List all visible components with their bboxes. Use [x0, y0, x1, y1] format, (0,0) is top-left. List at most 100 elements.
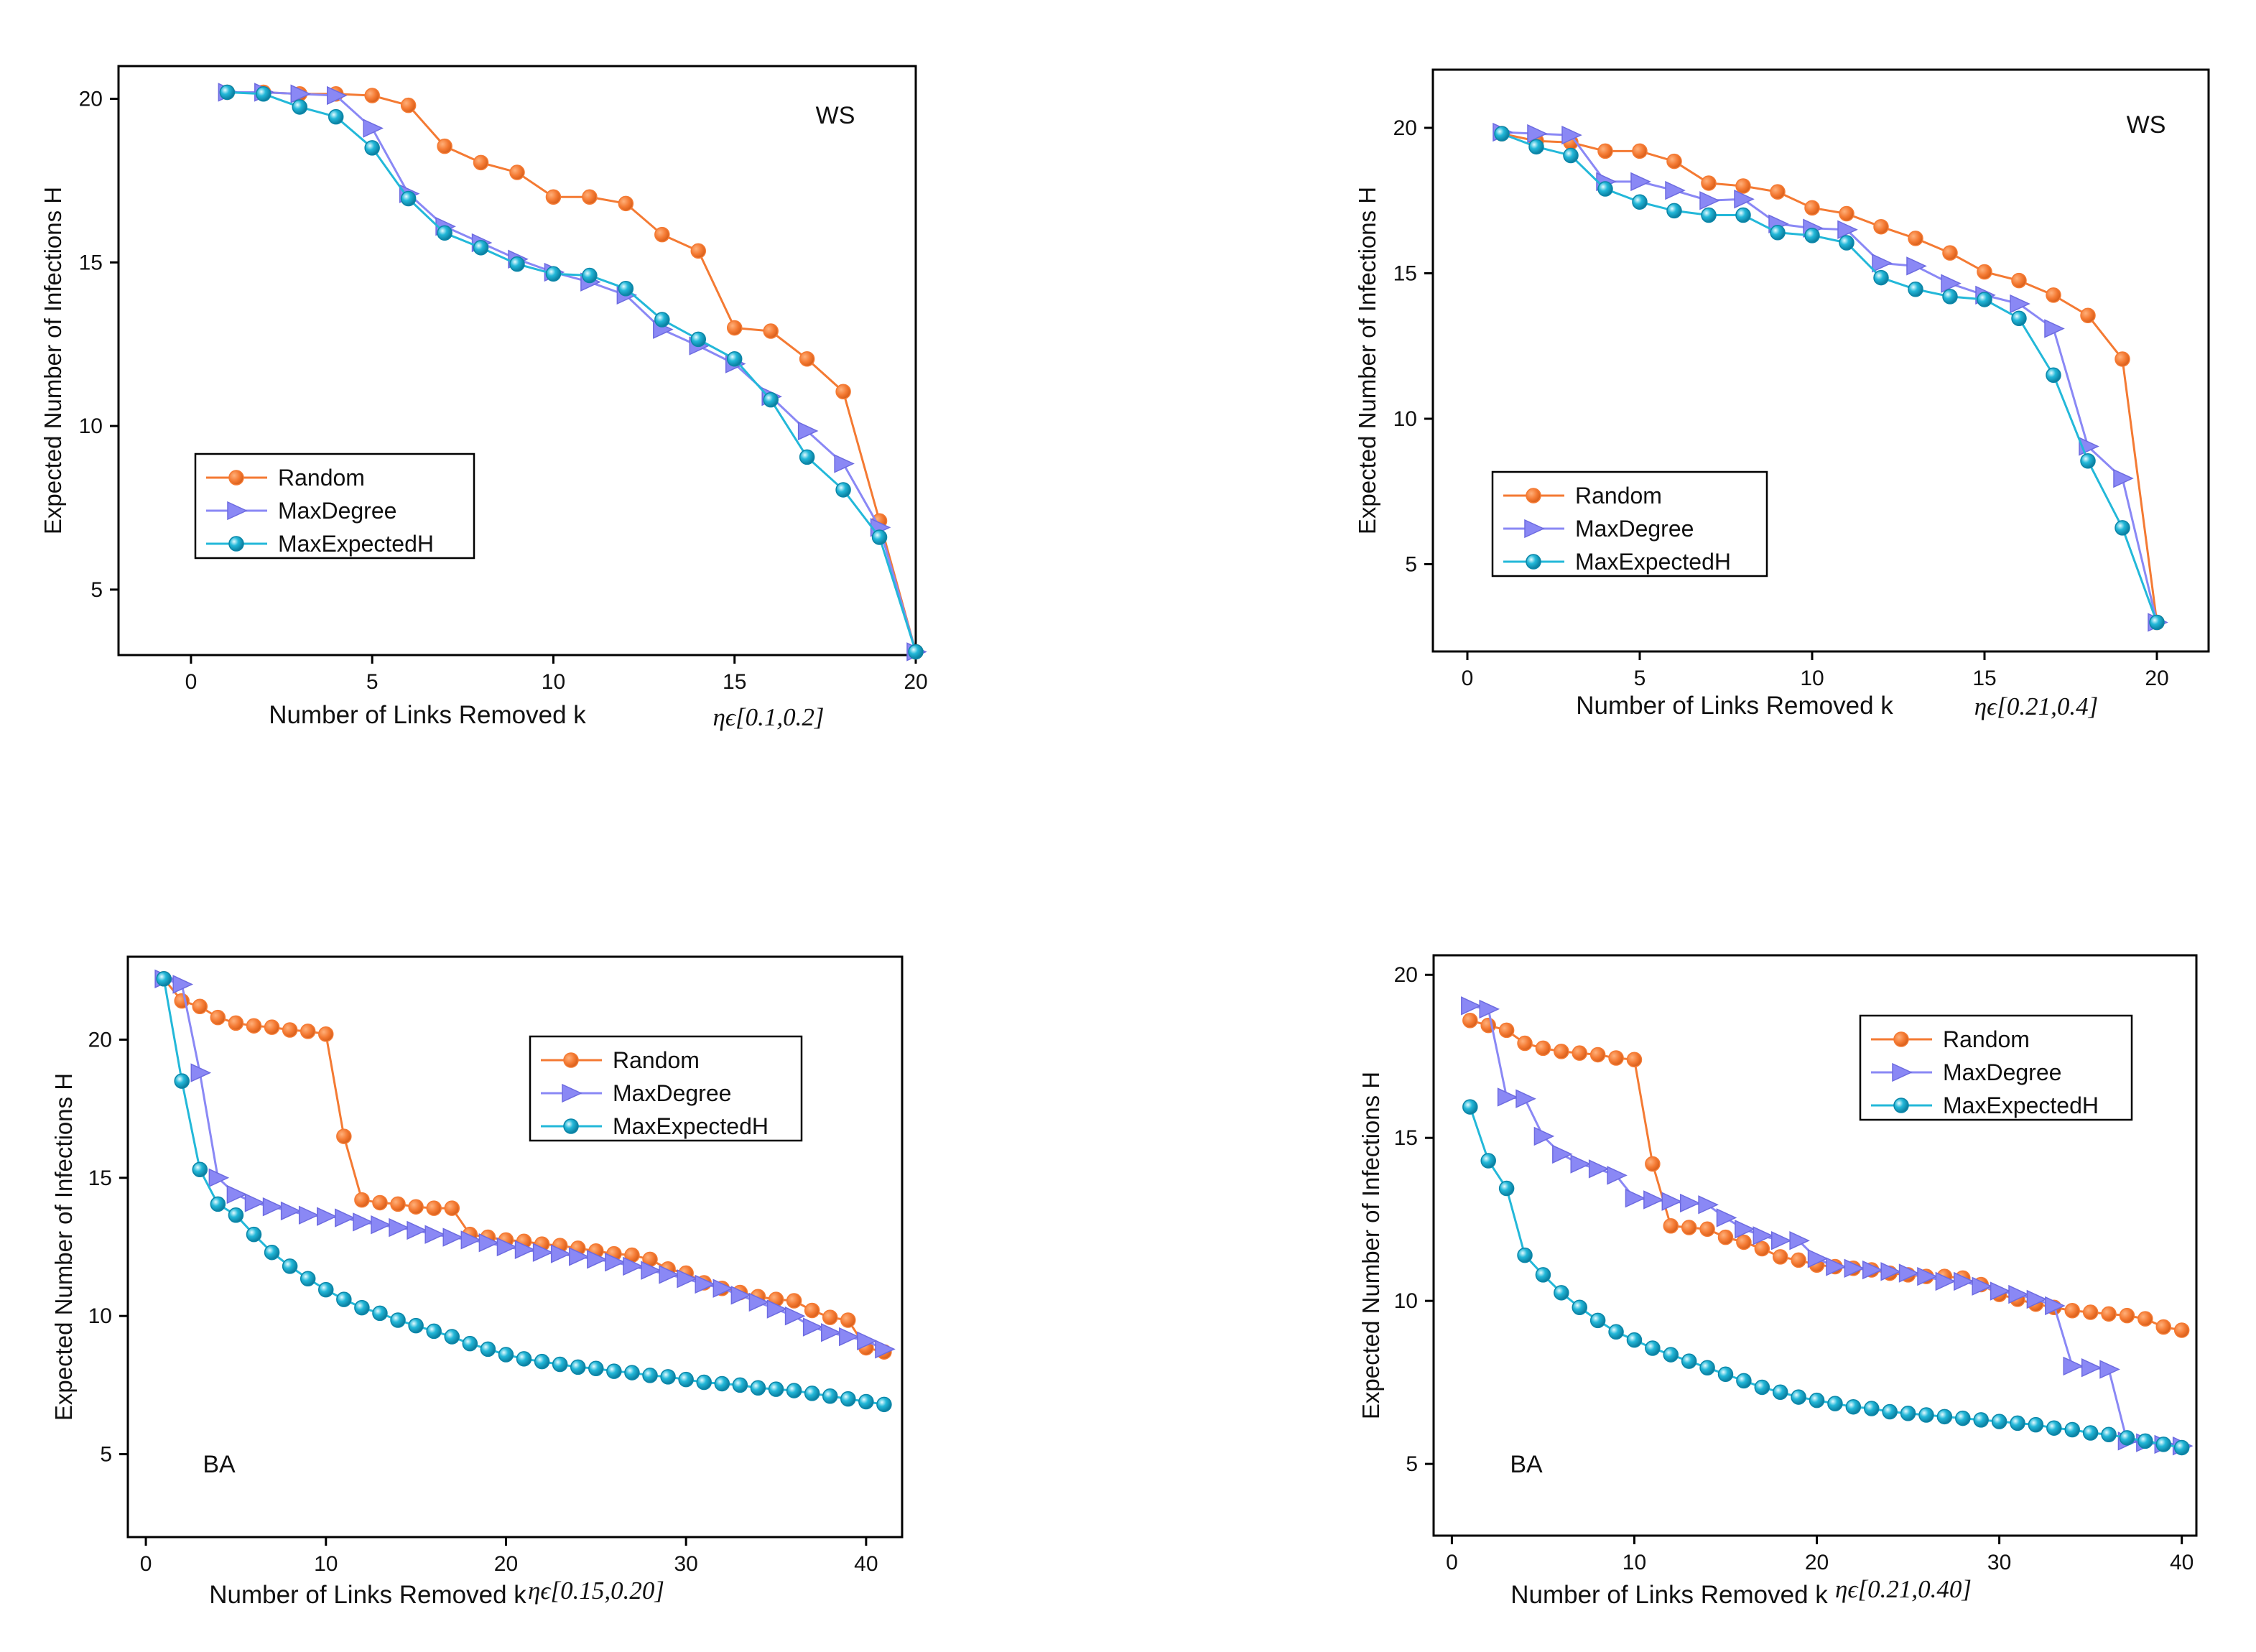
data-point	[732, 1377, 748, 1393]
data-point	[1643, 1190, 1664, 1210]
chart-panel-1: 0 5 10 15 20 5 10 15 20 Random MaxDegree MaxExpecte…	[40, 65, 928, 731]
data-point	[244, 1193, 266, 1212]
series-line	[227, 91, 917, 652]
y-tick-label: 20	[1394, 963, 1418, 987]
data-point	[1734, 190, 1755, 209]
data-point	[623, 1256, 644, 1276]
series-maxexpectedh	[219, 84, 924, 660]
series-maxdegree	[1461, 996, 2194, 1456]
data-point	[2045, 1296, 2066, 1316]
data-point	[210, 1196, 226, 1212]
data-point	[1977, 264, 1992, 280]
data-point	[605, 1252, 626, 1272]
data-point	[1918, 1407, 1934, 1423]
eta-range-note: ηϵ[0.21,0.40]	[1835, 1575, 1972, 1603]
data-point	[2046, 287, 2061, 303]
data-point	[317, 1207, 338, 1226]
data-point	[354, 1299, 370, 1316]
data-point	[246, 1226, 262, 1243]
data-point	[768, 1381, 784, 1397]
legend-swatch-marker	[563, 1118, 579, 1134]
data-point	[1661, 1192, 1683, 1211]
data-point	[1462, 1013, 1478, 1029]
data-point	[1804, 228, 1820, 243]
data-point	[1663, 1218, 1679, 1234]
panel-label: BA	[1510, 1451, 1543, 1478]
data-point	[2113, 468, 2134, 488]
data-point	[1698, 1195, 1719, 1215]
series-line	[227, 91, 917, 652]
y-tick-label: 15	[79, 251, 103, 274]
data-point	[353, 1212, 373, 1232]
data-point	[858, 1393, 874, 1410]
x-tick-label: 5	[1634, 667, 1646, 690]
plot-frame	[1432, 954, 2198, 1537]
data-point	[473, 154, 489, 171]
legend-swatch-marker	[227, 501, 248, 521]
x-tick-label: 0	[1446, 1551, 1458, 1574]
data-point	[2028, 1416, 2044, 1433]
data-point	[292, 99, 308, 115]
data-point	[834, 454, 855, 473]
data-point	[750, 1380, 766, 1396]
x-tick-label: 0	[140, 1552, 152, 1576]
legend-label: Random	[1575, 483, 1662, 509]
data-point	[1736, 1234, 1752, 1250]
legend-label: Random	[1943, 1026, 2030, 1052]
data-point	[2063, 1356, 2084, 1376]
legend-label: MaxExpectedH	[613, 1113, 769, 1139]
data-point	[496, 1237, 518, 1257]
data-point	[1699, 1221, 1715, 1238]
data-point	[1497, 1087, 1518, 1107]
data-point	[1791, 1252, 1806, 1268]
x-tick-label: 40	[854, 1552, 878, 1576]
data-point	[2137, 1433, 2153, 1449]
x-tick-label: 10	[1800, 667, 1824, 690]
y-tick-label: 15	[88, 1166, 112, 1190]
legend-swatch-marker	[1526, 488, 1541, 504]
data-point	[424, 1225, 445, 1244]
data-point	[336, 1128, 352, 1144]
data-point	[799, 449, 815, 465]
x-tick-label: 10	[314, 1552, 338, 1576]
chart-panel-3: 0 10 20 30 40 5 10 15 20 Random MaxDegree MaxExpect…	[50, 955, 904, 1609]
data-point	[1479, 999, 1500, 1019]
eta-range-note: ηϵ[0.15,0.20]	[528, 1577, 664, 1605]
data-point	[1791, 1389, 1806, 1405]
data-point	[1632, 143, 1648, 159]
data-point	[2081, 1358, 2102, 1378]
data-point	[763, 391, 779, 408]
data-point	[1735, 178, 1751, 194]
y-tick-label: 5	[100, 1443, 112, 1467]
data-point	[822, 1309, 838, 1325]
panel-label: WS	[816, 102, 855, 129]
data-point	[588, 1360, 604, 1377]
y-tick-label: 15	[1393, 262, 1417, 286]
series-random	[156, 971, 892, 1360]
data-point	[802, 1317, 824, 1337]
y-tick-label: 10	[88, 1304, 112, 1328]
data-point	[1954, 1271, 1974, 1291]
data-point	[228, 1015, 244, 1031]
data-point	[804, 1302, 820, 1319]
data-point	[654, 312, 670, 328]
data-point	[210, 1009, 226, 1026]
data-point	[1666, 153, 1682, 170]
data-point	[498, 1347, 514, 1363]
x-tick-label: 0	[1462, 667, 1474, 690]
data-point	[300, 1024, 316, 1039]
legend-label: MaxDegree	[1575, 516, 1694, 542]
data-point	[246, 1018, 262, 1034]
data-point	[659, 1265, 679, 1284]
data-point	[2046, 367, 2061, 383]
data-point	[1936, 1409, 1953, 1425]
data-point	[840, 1391, 856, 1407]
x-tick-label: 5	[366, 670, 379, 694]
data-point	[264, 1244, 280, 1261]
data-point	[1862, 1260, 1883, 1280]
data-point	[786, 1293, 802, 1309]
data-point	[784, 1307, 806, 1326]
legend-label: Random	[278, 465, 365, 491]
data-point	[587, 1250, 608, 1269]
data-point	[1972, 1276, 1992, 1296]
